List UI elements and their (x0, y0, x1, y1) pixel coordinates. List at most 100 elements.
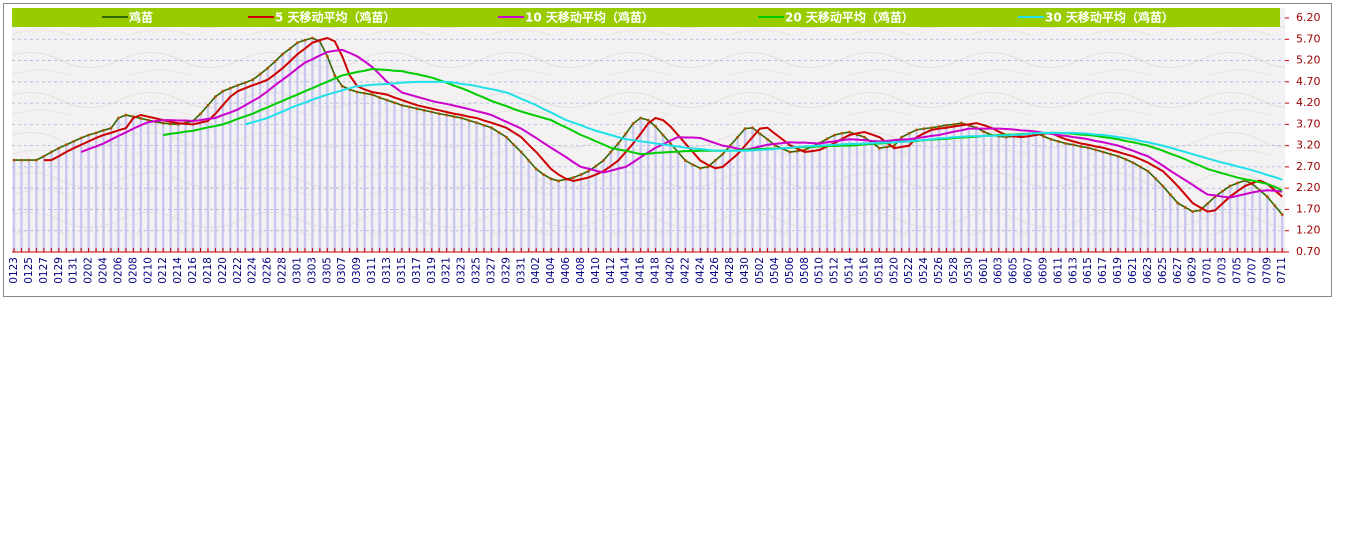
x-tick-label: 0601 (978, 257, 990, 284)
bar (549, 178, 553, 252)
x-tick-label: 0605 (1008, 257, 1020, 284)
point (102, 128, 105, 132)
x-tick-label: 0414 (620, 257, 632, 284)
point (288, 47, 292, 51)
bar (139, 118, 143, 252)
x-tick-label: 0524 (918, 257, 930, 284)
point (236, 83, 240, 87)
point (527, 159, 531, 162)
x-tick-label: 0707 (1246, 257, 1258, 284)
point (445, 113, 449, 117)
x-tick-label: 0516 (858, 257, 870, 284)
bar (1131, 162, 1135, 252)
x-tick-label: 0309 (351, 257, 363, 284)
x-tick-label: 0621 (1127, 257, 1139, 284)
bar (527, 160, 530, 252)
bar (206, 105, 210, 252)
bar (1094, 149, 1097, 252)
bar (72, 141, 75, 252)
bar (960, 123, 963, 252)
point (437, 112, 441, 116)
point (1198, 208, 1202, 212)
bar (788, 152, 792, 252)
x-tick-label: 0311 (366, 257, 378, 284)
point (415, 107, 419, 111)
x-tick-label: 0424 (694, 257, 706, 284)
point (1086, 146, 1090, 150)
point (751, 126, 754, 130)
bar (251, 79, 254, 252)
x-tick-label: 0705 (1231, 257, 1243, 284)
point (549, 177, 553, 181)
bar (915, 129, 918, 252)
bar (266, 68, 269, 252)
point (228, 86, 232, 90)
bar (631, 123, 635, 252)
bar (1124, 159, 1127, 252)
x-tick-label: 0408 (575, 257, 587, 284)
point (497, 131, 501, 134)
bar (244, 82, 247, 252)
bar (1251, 183, 1254, 252)
bar (50, 152, 53, 252)
bar (1266, 196, 1269, 252)
x-tick-label: 0428 (724, 257, 736, 284)
bar (803, 149, 806, 252)
point (1221, 189, 1224, 193)
x-tick-label: 0214 (172, 257, 184, 284)
bar (863, 137, 866, 252)
x-tick-label: 0323 (456, 257, 468, 284)
bar (65, 144, 68, 252)
x-tick-label: 0526 (933, 257, 945, 284)
point (296, 41, 299, 45)
x-tick-label: 0228 (277, 257, 289, 284)
bar (303, 40, 307, 252)
y-tick-label: 4.20 (1296, 96, 1321, 109)
point (877, 146, 881, 150)
y-tick-label: 0.70 (1296, 245, 1321, 258)
bar (221, 91, 225, 252)
point (907, 131, 911, 135)
bar (758, 133, 762, 252)
bar (415, 108, 419, 252)
bar (20, 160, 23, 252)
x-tick-label: 0522 (903, 257, 915, 284)
point (333, 74, 337, 77)
point (534, 167, 538, 171)
x-tick-label: 0619 (1112, 257, 1124, 284)
point (766, 137, 769, 141)
bar (497, 132, 501, 252)
point (639, 116, 643, 120)
bar (728, 145, 732, 252)
x-tick-label: 0402 (530, 257, 542, 284)
bar (1064, 143, 1068, 252)
x-tick-label: 0131 (68, 257, 80, 284)
series-line (43, 36, 1283, 213)
point (27, 158, 31, 162)
bar (736, 137, 739, 252)
x-tick-label: 0208 (127, 257, 139, 284)
bar (333, 75, 336, 252)
point (206, 103, 210, 107)
point (922, 127, 926, 131)
x-tick-label: 0609 (1037, 257, 1049, 284)
x-tick-label: 0220 (217, 257, 229, 284)
point (20, 158, 23, 162)
bar (109, 128, 113, 252)
point (952, 122, 956, 126)
point (915, 128, 919, 132)
point (601, 159, 605, 162)
bar (773, 145, 777, 252)
y-tick-label: 6.20 (1296, 11, 1321, 24)
point (743, 127, 747, 131)
bar (1176, 203, 1179, 252)
bar (1281, 214, 1284, 252)
bar (1034, 132, 1038, 252)
x-tick-label: 0510 (814, 257, 826, 284)
x-tick-label: 0514 (844, 257, 856, 284)
point (788, 150, 792, 154)
x-tick-label: 0508 (799, 257, 811, 284)
point (79, 136, 83, 140)
bar (423, 110, 426, 252)
